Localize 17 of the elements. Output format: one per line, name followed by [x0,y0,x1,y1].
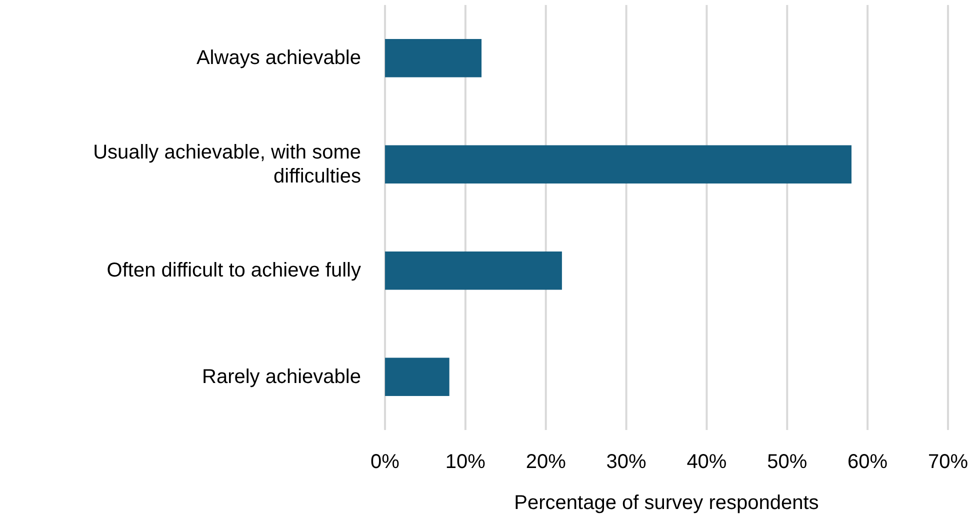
y-tick-label: Often difficult to achieve fully [106,260,361,282]
x-tick-label: 20% [526,451,566,473]
x-tick-label: 60% [848,451,888,473]
x-tick-label: 40% [686,451,727,473]
y-tick-label: Always achievable [196,47,361,70]
bar [385,252,562,290]
bar [385,39,482,78]
x-tick-label: 50% [767,451,808,473]
x-tick-label: 30% [606,451,647,473]
bar [385,358,450,396]
y-tick-label: Rarely achievable [202,366,361,388]
y-tick-label: Usually achievable, with some difficulties [93,141,361,188]
x-axis-title: Percentage of survey respondents [514,492,819,514]
x-tick-label: 10% [445,451,486,473]
x-tick-label: 70% [928,451,968,473]
x-tick-label: 0% [370,451,400,473]
bar [385,145,852,184]
